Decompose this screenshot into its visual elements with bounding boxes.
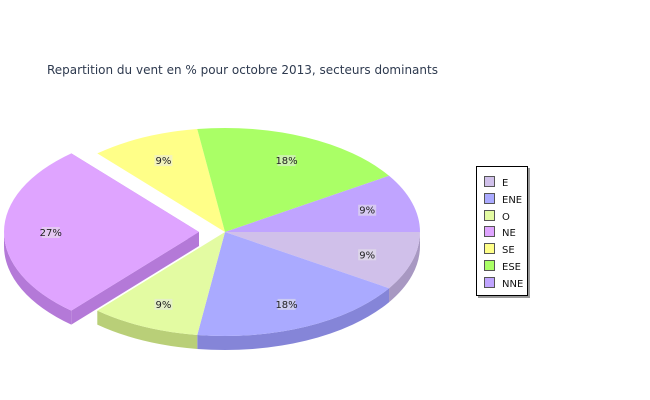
legend-swatch <box>484 209 495 221</box>
data-label-o: 9% <box>155 300 171 311</box>
legend-swatch <box>484 226 495 238</box>
legend-label: NNE <box>502 278 524 290</box>
pie-slice-ne <box>4 153 200 311</box>
legend-label: SE <box>502 245 515 257</box>
chart-title: Repartition du vent en % pour octobre 20… <box>47 63 438 77</box>
legend-swatch <box>484 176 495 187</box>
legend-item-se: SE <box>484 243 515 257</box>
legend-swatch <box>484 276 495 288</box>
legend-item-ne: NE <box>484 226 516 240</box>
chart-legend: E ENE O NE SE ESE NNE <box>476 166 528 296</box>
pie-slice-o <box>97 232 225 335</box>
legend-label: O <box>502 211 510 223</box>
legend-label: ESE <box>502 262 521 273</box>
pie-slice-nne <box>225 175 420 232</box>
legend-swatch <box>484 243 495 255</box>
legend-item-ene: ENE <box>484 192 523 206</box>
pie-slice-e <box>225 232 420 289</box>
legend-item-e: E <box>484 176 509 189</box>
legend-item-nne: NNE <box>484 276 524 290</box>
pie-side-ne <box>3 232 72 325</box>
data-label-nne: 9% <box>359 206 375 217</box>
legend-item-ese: ESE <box>484 260 521 273</box>
data-label-e: 9% <box>359 250 375 261</box>
legend-item-o: O <box>484 209 510 223</box>
pie-slice-ene <box>197 232 390 336</box>
pie-side-ene <box>197 288 390 350</box>
pie-side-e <box>389 232 420 303</box>
pie-cut-face-0 <box>71 232 199 325</box>
data-label-ene: 18% <box>275 300 297 311</box>
data-label-ne: 27% <box>40 228 62 239</box>
legend-label: ENE <box>502 194 523 206</box>
pie-side-o <box>97 310 198 349</box>
legend-label: NE <box>502 228 516 240</box>
legend-swatch <box>484 192 495 204</box>
pie-slice-se <box>97 129 225 232</box>
legend-swatch <box>484 260 495 271</box>
data-label-ese: 18% <box>275 156 297 167</box>
legend-label: E <box>502 178 509 189</box>
pie-slice-ese <box>197 128 390 232</box>
data-label-se: 9% <box>155 156 171 167</box>
